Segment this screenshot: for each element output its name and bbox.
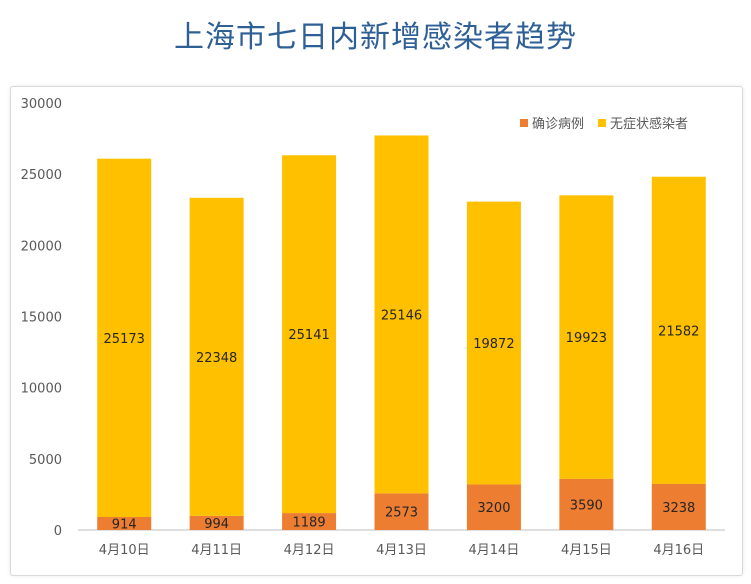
y-tick-label: 5000 (29, 453, 62, 468)
bar-asymptomatic (466, 201, 521, 485)
bar-confirmed (374, 493, 429, 530)
chart-title: 上海市七日内新增感染者趋势 (174, 20, 577, 55)
legend-label-asymptomatic: 无症状感染者 (610, 116, 688, 132)
bar-asymptomatic (189, 197, 244, 516)
data-label-confirmed: 3590 (570, 498, 603, 513)
y-tick-label: 15000 (21, 311, 62, 326)
x-tick-label: 4月10日 (99, 543, 150, 558)
x-tick-label: 4月16日 (653, 543, 704, 558)
y-tick-label: 0 (54, 524, 62, 539)
x-tick-label: 4月14日 (469, 543, 520, 558)
data-label-confirmed: 3238 (662, 501, 695, 516)
legend-swatch-confirmed (520, 119, 528, 127)
data-label-confirmed: 994 (204, 517, 229, 532)
x-tick-label: 4月11日 (191, 543, 242, 558)
data-label-asymptomatic: 19872 (473, 337, 514, 352)
data-label-asymptomatic: 22348 (196, 351, 237, 366)
x-tick-label: 4月13日 (376, 543, 427, 558)
data-label-confirmed: 2573 (385, 506, 418, 521)
legend-swatch-asymptomatic (598, 119, 606, 127)
data-label-confirmed: 3200 (477, 501, 510, 516)
x-tick-label: 4月15日 (561, 543, 612, 558)
data-label-asymptomatic: 25141 (288, 328, 329, 343)
bar-confirmed (97, 516, 152, 530)
bar-confirmed (651, 483, 706, 530)
bar-asymptomatic (651, 176, 706, 484)
y-tick-label: 10000 (21, 382, 62, 397)
legend-label-confirmed: 确诊病例 (532, 117, 584, 132)
data-label-confirmed: 1189 (293, 516, 326, 531)
bar-asymptomatic (97, 158, 152, 517)
bar-asymptomatic (282, 155, 337, 514)
bar-confirmed (559, 478, 614, 530)
data-label-asymptomatic: 19923 (566, 331, 607, 346)
data-label-asymptomatic: 25173 (104, 332, 145, 347)
bar-asymptomatic (374, 135, 429, 494)
data-label-asymptomatic: 21582 (658, 324, 699, 339)
y-tick-label: 25000 (21, 168, 62, 183)
bar-confirmed (282, 513, 337, 530)
data-label-confirmed: 914 (112, 517, 137, 532)
y-tick-label: 30000 (21, 97, 62, 112)
data-label-asymptomatic: 25146 (381, 308, 422, 323)
bar-confirmed (189, 515, 244, 530)
y-tick-label: 20000 (21, 239, 62, 254)
x-tick-label: 4月12日 (284, 543, 335, 558)
bar-confirmed (466, 484, 521, 530)
bar-asymptomatic (559, 195, 614, 479)
